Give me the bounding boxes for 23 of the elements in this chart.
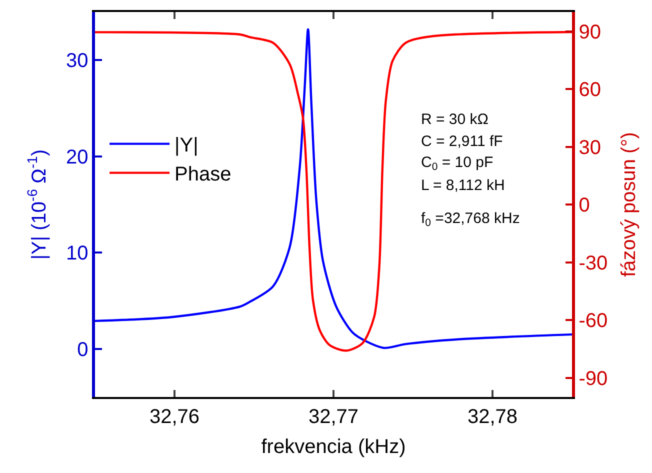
x-axis-title: frekvencia (kHz) — [261, 436, 406, 458]
y-tick-label: 0 — [77, 338, 88, 361]
y2-axis-title: fázový posun (°) — [618, 132, 640, 277]
y-tick-label: 30 — [66, 50, 88, 72]
y-tick-label: 20 — [66, 146, 88, 168]
y2-tick-label: 0 — [578, 194, 590, 216]
y2-tick-label: 30 — [578, 136, 601, 159]
annotation: C$_{0}$ = 10 pF — [421, 154, 494, 174]
y2-tick-label: 90 — [578, 21, 601, 44]
x-tick-label: 32,76 — [149, 406, 200, 428]
annotation: R = 30 kΩ — [421, 111, 488, 128]
annotation: L = 8,112 kH — [421, 177, 505, 194]
annotation: C = 2,911 fF — [421, 133, 503, 150]
legend-label: |Y| — [174, 134, 198, 157]
y-tick-label: 10 — [66, 242, 88, 265]
y2-tick-label: 60 — [578, 79, 601, 101]
y2-tick-label: -30 — [578, 252, 608, 274]
x-tick-label: 32,77 — [308, 406, 359, 428]
x-tick-label: 32,78 — [467, 406, 518, 428]
y2-tick-label: -90 — [578, 368, 608, 390]
legend-label: Phase — [174, 164, 232, 186]
annotation: f$_{0}$ =32,768 kHz — [421, 210, 520, 230]
y2-tick-label: -60 — [578, 310, 608, 332]
